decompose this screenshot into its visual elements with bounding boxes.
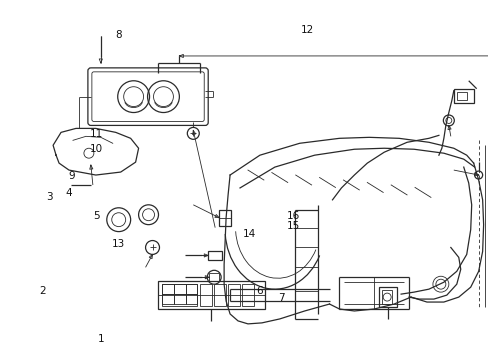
Text: 2: 2 xyxy=(40,286,46,296)
Text: 12: 12 xyxy=(301,25,314,35)
Bar xyxy=(453,89,473,103)
Text: 9: 9 xyxy=(68,171,75,181)
Text: 13: 13 xyxy=(111,239,124,249)
Text: 15: 15 xyxy=(286,221,299,231)
Bar xyxy=(219,210,231,226)
Text: 8: 8 xyxy=(115,30,121,40)
Text: 11: 11 xyxy=(89,129,102,139)
Bar xyxy=(186,284,197,294)
Text: 5: 5 xyxy=(93,211,100,221)
Text: 6: 6 xyxy=(255,286,262,296)
Text: 16: 16 xyxy=(286,211,299,221)
Bar xyxy=(242,284,253,306)
Bar xyxy=(174,294,186,304)
Bar xyxy=(456,92,466,100)
Bar xyxy=(162,284,197,306)
Text: 3: 3 xyxy=(46,192,52,202)
Bar xyxy=(209,273,219,281)
Bar xyxy=(162,284,174,294)
Bar xyxy=(162,294,174,304)
Text: 4: 4 xyxy=(65,188,72,198)
Bar xyxy=(174,284,186,294)
Text: 10: 10 xyxy=(89,144,102,154)
Bar xyxy=(379,287,396,307)
Bar xyxy=(158,281,264,309)
Bar xyxy=(382,290,391,304)
Bar xyxy=(214,284,225,306)
Text: 1: 1 xyxy=(98,334,104,344)
Bar xyxy=(208,251,222,260)
Text: 7: 7 xyxy=(277,293,284,303)
Bar xyxy=(227,284,240,306)
Bar xyxy=(200,284,212,306)
Text: 14: 14 xyxy=(242,229,255,239)
Bar xyxy=(186,294,197,304)
